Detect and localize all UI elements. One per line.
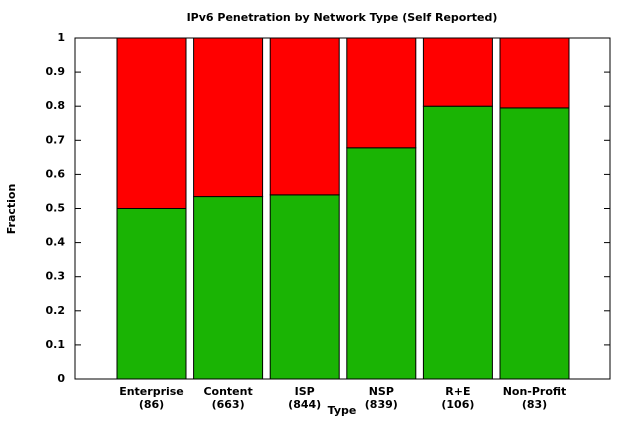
x-tick-label: Enterprise (86) (119, 385, 184, 411)
y-tick-label: 0.3 (46, 270, 66, 283)
y-tick-label: 0.2 (46, 304, 66, 317)
plot-frame (74, 37, 611, 380)
y-tick-label: 0.4 (46, 236, 66, 249)
bar-segment (193, 37, 264, 198)
x-axis-label: Type (328, 404, 357, 417)
bar-segment (346, 147, 417, 380)
y-tick-label: 0.7 (46, 133, 66, 146)
bar-segment (422, 105, 493, 380)
y-tick-label: 0.6 (46, 167, 66, 180)
x-tick-label: Non-Profit (83) (503, 385, 567, 411)
bar-segment (346, 37, 417, 149)
y-axis-label: Fraction (5, 184, 18, 235)
x-tick-label: NSP (839) (365, 385, 398, 411)
bar-segment (422, 37, 493, 107)
bar-segment (116, 37, 187, 209)
y-tick-label: 0.5 (46, 202, 66, 215)
y-tick-label: 0.1 (46, 338, 66, 351)
bar-segment (193, 196, 264, 380)
y-tick-label: 0.9 (46, 65, 66, 78)
chart-title: IPv6 Penetration by Network Type (Self R… (187, 11, 498, 24)
x-tick-label: ISP (844) (288, 385, 321, 411)
y-tick-label: 0.8 (46, 99, 66, 112)
bar-segment (499, 107, 570, 380)
x-tick-label: Content (663) (203, 385, 252, 411)
bar-segment (499, 37, 570, 109)
bar-segment (269, 37, 340, 196)
x-tick-label: R+E (106) (441, 385, 474, 411)
y-tick-label: 0 (57, 372, 65, 385)
bar-segment (269, 194, 340, 380)
y-tick-label: 1 (57, 31, 65, 44)
bar-segment (116, 208, 187, 380)
